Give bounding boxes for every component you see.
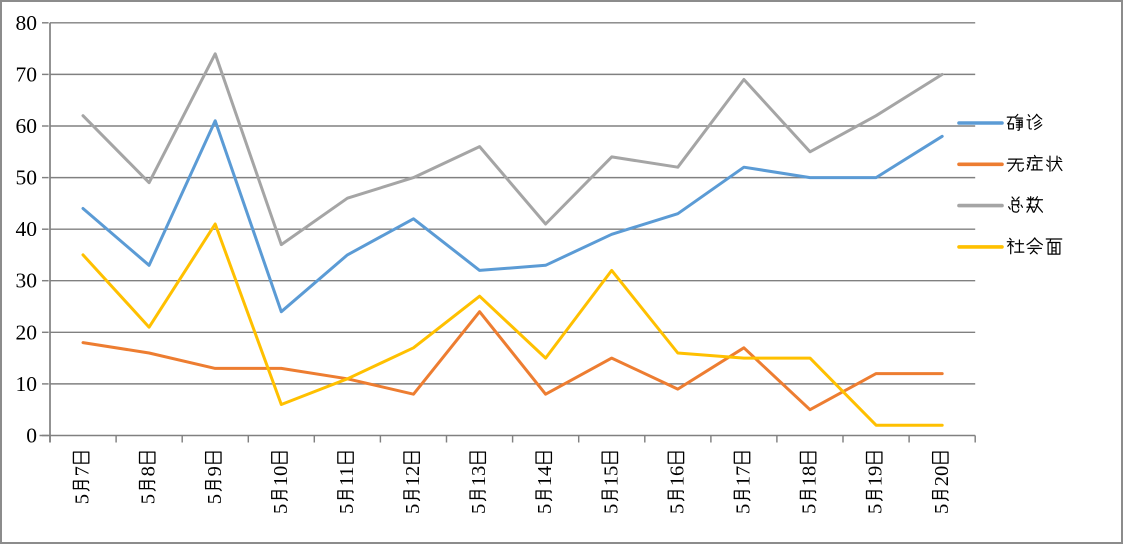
- svg-text:9: 9: [204, 466, 226, 476]
- svg-text:5: 5: [72, 494, 94, 504]
- svg-text:18: 18: [799, 466, 821, 487]
- svg-text:5: 5: [865, 504, 887, 514]
- svg-text:0: 0: [26, 424, 37, 448]
- svg-text:5: 5: [799, 504, 821, 514]
- svg-text:17: 17: [733, 466, 755, 487]
- svg-text:10: 10: [270, 466, 292, 487]
- svg-text:5: 5: [336, 504, 358, 514]
- svg-text:5: 5: [666, 504, 688, 514]
- svg-text:5: 5: [138, 494, 160, 504]
- svg-text:15: 15: [600, 466, 622, 487]
- svg-text:5: 5: [402, 504, 424, 514]
- svg-text:40: 40: [16, 217, 38, 241]
- svg-text:5: 5: [931, 504, 953, 514]
- svg-text:50: 50: [16, 166, 38, 190]
- svg-text:12: 12: [402, 466, 424, 487]
- svg-text:13: 13: [468, 466, 490, 487]
- svg-text:5: 5: [468, 504, 490, 514]
- svg-text:5: 5: [600, 504, 622, 514]
- svg-text:19: 19: [865, 466, 887, 487]
- svg-text:5: 5: [204, 494, 226, 504]
- svg-text:8: 8: [138, 466, 160, 476]
- svg-text:14: 14: [534, 466, 556, 487]
- svg-text:70: 70: [16, 62, 38, 86]
- svg-text:5: 5: [534, 504, 556, 514]
- svg-text:5: 5: [270, 504, 292, 514]
- svg-text:7: 7: [72, 466, 94, 476]
- svg-text:10: 10: [16, 372, 38, 396]
- svg-text:30: 30: [16, 269, 38, 293]
- svg-text:20: 20: [931, 466, 953, 487]
- svg-text:60: 60: [16, 114, 38, 138]
- svg-text:16: 16: [666, 466, 688, 487]
- svg-text:80: 80: [16, 11, 38, 35]
- svg-text:20: 20: [16, 320, 38, 344]
- svg-text:5: 5: [733, 504, 755, 514]
- svg-text:11: 11: [336, 466, 358, 486]
